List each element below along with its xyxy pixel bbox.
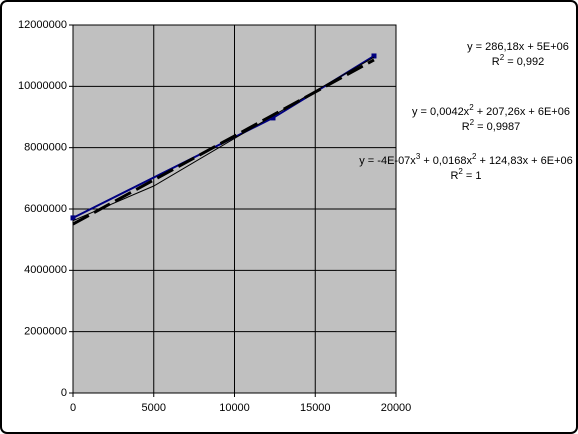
annotation: y = 286,18x + 5E+06: [467, 41, 569, 53]
x-tick-label: 5000: [142, 402, 166, 414]
annotation-part: + 0,0168x: [420, 155, 472, 167]
y-tick-label: 12000000: [18, 19, 67, 31]
series-line: [72, 56, 375, 222]
superscript: 2: [469, 103, 474, 112]
annotation-part: R: [450, 170, 458, 182]
annotation: y = 0,0042x2 + 207,26x + 6E+06: [412, 103, 570, 118]
superscript: 2: [470, 118, 475, 127]
x-tick-label: 0: [70, 402, 76, 414]
annotation-part: + 124,83x + 6E+06: [476, 155, 572, 167]
superscript: 2: [472, 152, 477, 161]
annotation-part: y = 0,0042x: [412, 106, 470, 118]
y-tick-label: 10000000: [18, 80, 67, 92]
superscript: 3: [416, 152, 421, 161]
annotation-part: R: [492, 56, 500, 68]
annotation-part: y = 286,18x + 5E+06: [467, 41, 569, 53]
annotation: R2 = 1: [450, 167, 481, 182]
annotation-part: = 1: [463, 170, 482, 182]
data-point: [70, 215, 76, 221]
x-tick-label: 20000: [381, 402, 412, 414]
data-point: [270, 115, 276, 121]
annotation-part: y = -4E-07x: [359, 155, 416, 167]
superscript: 2: [500, 53, 505, 62]
superscript: 2: [458, 167, 463, 176]
annotation-part: R: [462, 121, 470, 133]
y-tick-label: 4000000: [24, 264, 67, 276]
x-tick-label: 10000: [219, 402, 250, 414]
y-tick-label: 6000000: [24, 203, 67, 215]
series-line: [72, 58, 375, 226]
data-point: [371, 53, 377, 59]
annotation: R2 = 0,9987: [462, 118, 521, 133]
x-tick-label: 15000: [300, 402, 331, 414]
annotation: R2 = 0,992: [492, 53, 544, 68]
annotation-part: = 0,992: [504, 56, 544, 68]
y-tick-label: 0: [61, 387, 67, 399]
annotation: y = -4E-07x3 + 0,0168x2 + 124,83x + 6E+0…: [359, 152, 573, 167]
plot-border: [72, 24, 397, 394]
annotation-part: = 0,9987: [474, 121, 520, 133]
y-tick-label: 2000000: [24, 326, 67, 338]
y-tick-label: 8000000: [24, 142, 67, 154]
annotation-part: + 207,26x + 6E+06: [474, 106, 570, 118]
